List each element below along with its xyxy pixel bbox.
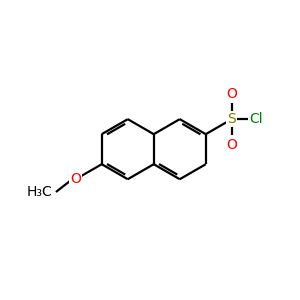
- Text: O: O: [226, 138, 237, 152]
- Text: O: O: [70, 172, 81, 186]
- Text: S: S: [227, 112, 236, 126]
- Text: Cl: Cl: [250, 112, 263, 126]
- Text: H₃C: H₃C: [27, 185, 52, 199]
- Text: O: O: [226, 87, 237, 101]
